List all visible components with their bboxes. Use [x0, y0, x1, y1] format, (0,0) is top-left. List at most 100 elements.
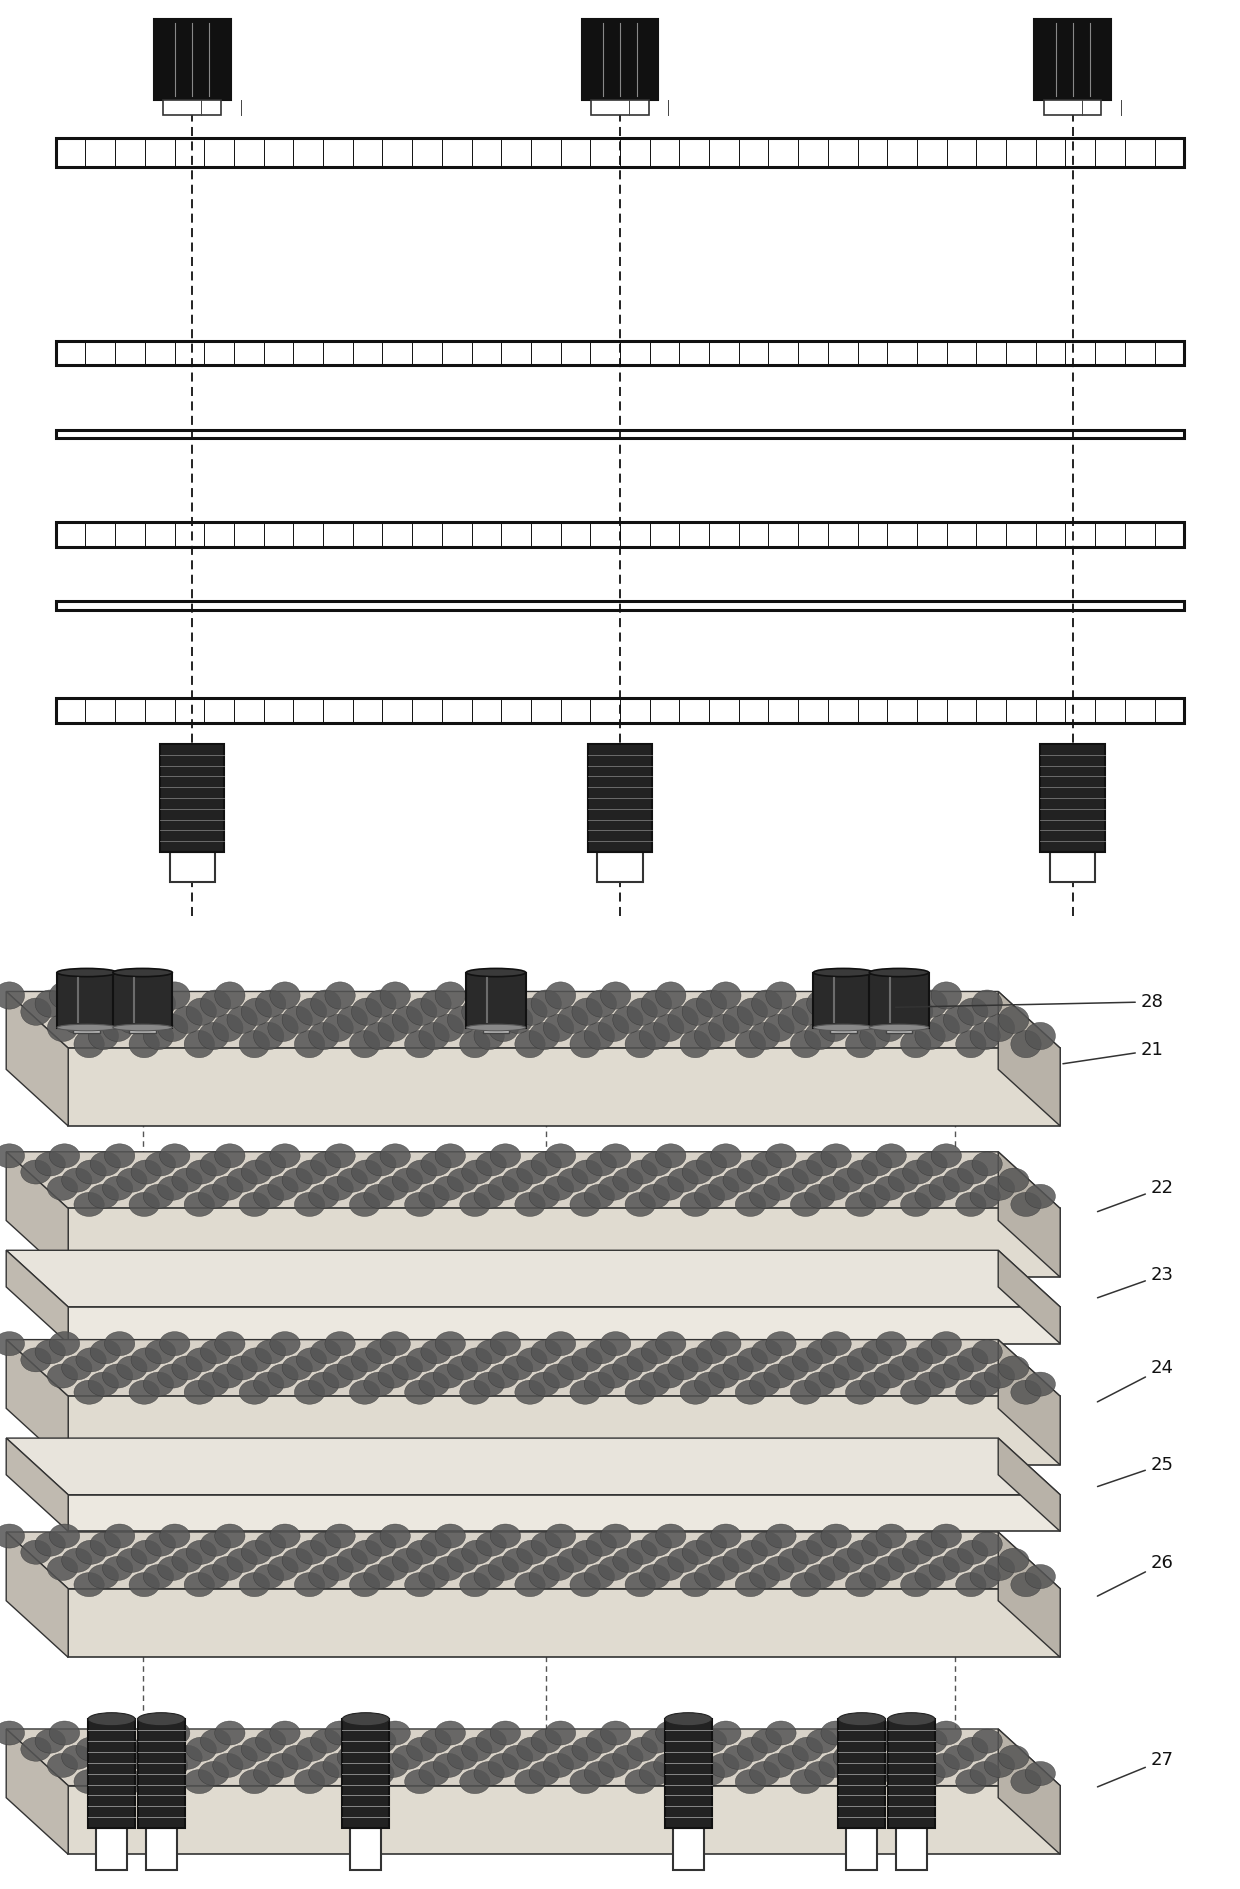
Ellipse shape: [874, 1557, 904, 1581]
Ellipse shape: [322, 1364, 353, 1388]
Ellipse shape: [91, 1339, 120, 1364]
Ellipse shape: [641, 1728, 672, 1753]
Ellipse shape: [818, 1753, 849, 1778]
Ellipse shape: [461, 997, 492, 1026]
Ellipse shape: [239, 1574, 269, 1596]
Ellipse shape: [21, 1738, 51, 1761]
Ellipse shape: [296, 1349, 326, 1371]
Ellipse shape: [653, 1014, 684, 1041]
Ellipse shape: [117, 1007, 148, 1033]
Ellipse shape: [833, 1745, 863, 1770]
Ellipse shape: [270, 1145, 300, 1167]
Ellipse shape: [584, 1022, 615, 1050]
Ellipse shape: [309, 1184, 339, 1209]
Ellipse shape: [805, 1564, 835, 1589]
Ellipse shape: [1011, 1381, 1042, 1404]
Polygon shape: [138, 1719, 185, 1829]
Polygon shape: [68, 1048, 1060, 1126]
Polygon shape: [97, 1829, 126, 1870]
Ellipse shape: [281, 1356, 312, 1381]
Ellipse shape: [1011, 1031, 1042, 1058]
Ellipse shape: [546, 982, 575, 1009]
Ellipse shape: [378, 1557, 408, 1581]
Ellipse shape: [47, 1753, 78, 1778]
Ellipse shape: [903, 1540, 932, 1564]
Ellipse shape: [859, 1371, 890, 1396]
Ellipse shape: [570, 1770, 600, 1795]
Polygon shape: [68, 1396, 1060, 1466]
Ellipse shape: [378, 1364, 408, 1388]
Ellipse shape: [546, 1145, 575, 1167]
Polygon shape: [885, 1028, 913, 1033]
Ellipse shape: [268, 1014, 298, 1041]
Ellipse shape: [198, 1371, 228, 1396]
Ellipse shape: [821, 982, 851, 1009]
Ellipse shape: [694, 1184, 724, 1209]
Ellipse shape: [185, 1770, 215, 1795]
Ellipse shape: [915, 1371, 945, 1396]
Ellipse shape: [779, 1007, 808, 1033]
Ellipse shape: [131, 997, 161, 1026]
Ellipse shape: [956, 1192, 986, 1217]
Ellipse shape: [653, 1177, 684, 1200]
Ellipse shape: [697, 1152, 727, 1177]
Ellipse shape: [404, 1381, 435, 1404]
Ellipse shape: [805, 1371, 835, 1396]
Ellipse shape: [584, 1761, 615, 1785]
Ellipse shape: [587, 990, 616, 1018]
Ellipse shape: [419, 1761, 449, 1785]
Ellipse shape: [460, 1770, 490, 1795]
Ellipse shape: [474, 1184, 505, 1209]
Ellipse shape: [570, 1381, 600, 1404]
Ellipse shape: [681, 1031, 711, 1058]
Ellipse shape: [363, 1564, 394, 1589]
Ellipse shape: [751, 990, 782, 1018]
Ellipse shape: [117, 1745, 148, 1770]
Ellipse shape: [656, 982, 686, 1009]
Ellipse shape: [74, 1574, 104, 1596]
Ellipse shape: [1025, 1564, 1055, 1589]
Ellipse shape: [419, 1184, 449, 1209]
Ellipse shape: [600, 1721, 631, 1745]
Ellipse shape: [640, 1184, 670, 1209]
Polygon shape: [466, 973, 526, 1028]
Ellipse shape: [697, 1532, 727, 1557]
Ellipse shape: [460, 1031, 490, 1058]
Ellipse shape: [572, 1349, 603, 1371]
Ellipse shape: [268, 1753, 298, 1778]
Ellipse shape: [351, 1738, 382, 1761]
Ellipse shape: [378, 1177, 408, 1200]
Ellipse shape: [821, 1721, 851, 1745]
Polygon shape: [6, 1438, 68, 1532]
Ellipse shape: [970, 1761, 1001, 1785]
Polygon shape: [129, 1028, 156, 1033]
Ellipse shape: [694, 1022, 724, 1050]
Ellipse shape: [466, 1024, 526, 1031]
Ellipse shape: [640, 1761, 670, 1785]
Ellipse shape: [129, 1770, 160, 1795]
Ellipse shape: [35, 1152, 66, 1177]
Ellipse shape: [337, 1356, 367, 1381]
Ellipse shape: [709, 1753, 739, 1778]
Ellipse shape: [515, 1770, 546, 1795]
Ellipse shape: [723, 1167, 754, 1192]
Ellipse shape: [613, 1356, 644, 1381]
Ellipse shape: [227, 1167, 257, 1192]
Ellipse shape: [255, 990, 286, 1018]
Ellipse shape: [104, 1524, 135, 1549]
Ellipse shape: [985, 1557, 1014, 1581]
Ellipse shape: [779, 1356, 808, 1381]
Ellipse shape: [476, 1152, 506, 1177]
Ellipse shape: [198, 1184, 228, 1209]
Ellipse shape: [929, 1364, 960, 1388]
Ellipse shape: [213, 1753, 243, 1778]
Ellipse shape: [311, 1152, 341, 1177]
Ellipse shape: [874, 1014, 904, 1041]
Ellipse shape: [697, 1339, 727, 1364]
Ellipse shape: [1011, 1574, 1042, 1596]
Ellipse shape: [489, 1014, 518, 1041]
Ellipse shape: [998, 1167, 1029, 1192]
Ellipse shape: [627, 1540, 657, 1564]
Ellipse shape: [366, 1339, 396, 1364]
Ellipse shape: [735, 1192, 765, 1217]
